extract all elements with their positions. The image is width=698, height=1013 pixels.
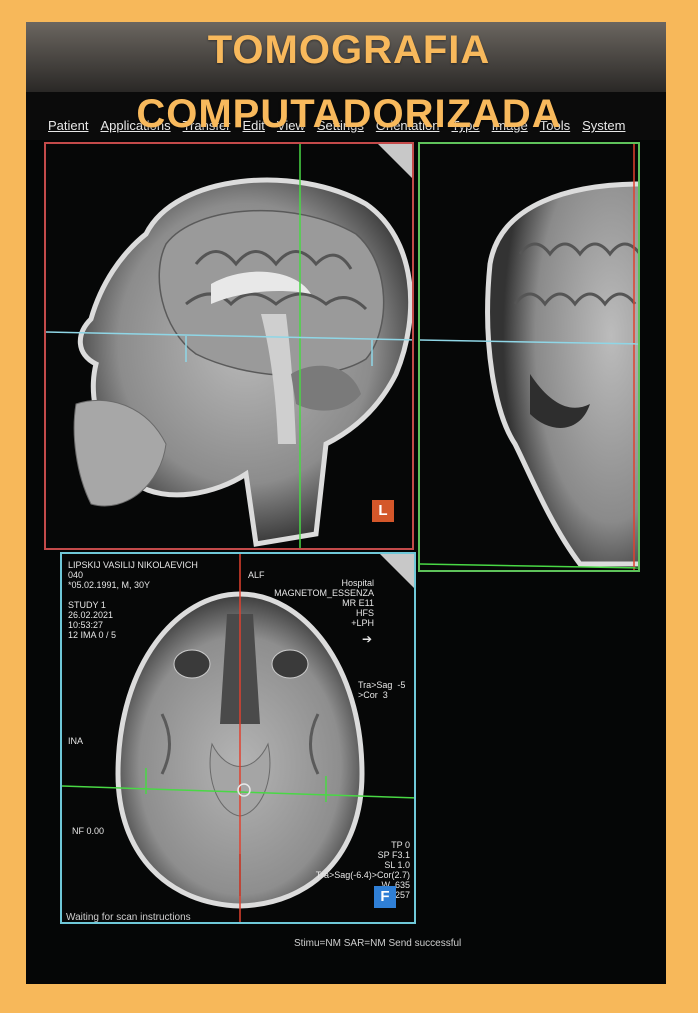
axial-view[interactable]: LIPSKIJ VASILIJ NIKOLAEVICH 040 *05.02.1…	[60, 552, 416, 924]
status-waiting: Waiting for scan instructions	[66, 912, 191, 923]
coronal-view[interactable]	[418, 142, 640, 572]
status-send: Stimu=NM SAR=NM Send successful	[294, 938, 462, 949]
title-line2: COMPUTADORIZADA	[136, 92, 562, 136]
axial-orientation-badge: F	[374, 886, 396, 908]
axial-brain-image	[62, 554, 414, 922]
left-marker: INA	[68, 736, 84, 746]
view-label: ALF	[248, 570, 265, 580]
menu-edit[interactable]: Edit	[242, 118, 265, 133]
monitor-bezel	[26, 22, 666, 92]
menu-applications[interactable]: Applications	[100, 118, 171, 133]
sagittal-corner-tab[interactable]	[378, 144, 412, 178]
patient-info: LIPSKIJ VASILIJ NIKOLAEVICH 040 *05.02.1…	[68, 560, 198, 640]
menu-image[interactable]: Image	[491, 118, 528, 133]
arrow-icon: ➔	[361, 632, 372, 646]
menu-settings[interactable]: Settings	[316, 118, 364, 133]
menu-tools[interactable]: Tools	[539, 118, 571, 133]
scanner-info: Hospital MAGNETOM_ESSENZA MR E11 HFS +LP…	[274, 578, 374, 628]
sagittal-brain-image	[46, 144, 412, 548]
sagittal-view[interactable]: L	[44, 142, 414, 550]
menu-system[interactable]: System	[582, 118, 626, 133]
menu-type[interactable]: Type	[451, 118, 480, 133]
axial-corner-tab[interactable]	[380, 554, 414, 588]
menu-view[interactable]: View	[276, 118, 305, 133]
title-line1: TOMOGRAFIA	[207, 28, 491, 72]
sagittal-orientation-badge: L	[372, 500, 394, 522]
orientation-info: Tra>Sag -5 >Cor 3	[358, 680, 406, 700]
menu-bar: Patient Applications Transfer Edit View …	[48, 118, 625, 140]
menu-patient[interactable]: Patient	[48, 118, 89, 133]
coronal-brain-image	[420, 144, 638, 570]
menu-transfer[interactable]: Transfer	[182, 118, 231, 133]
menu-orientation[interactable]: Orientation	[375, 118, 440, 133]
nf-value: NF 0.00	[72, 826, 105, 836]
